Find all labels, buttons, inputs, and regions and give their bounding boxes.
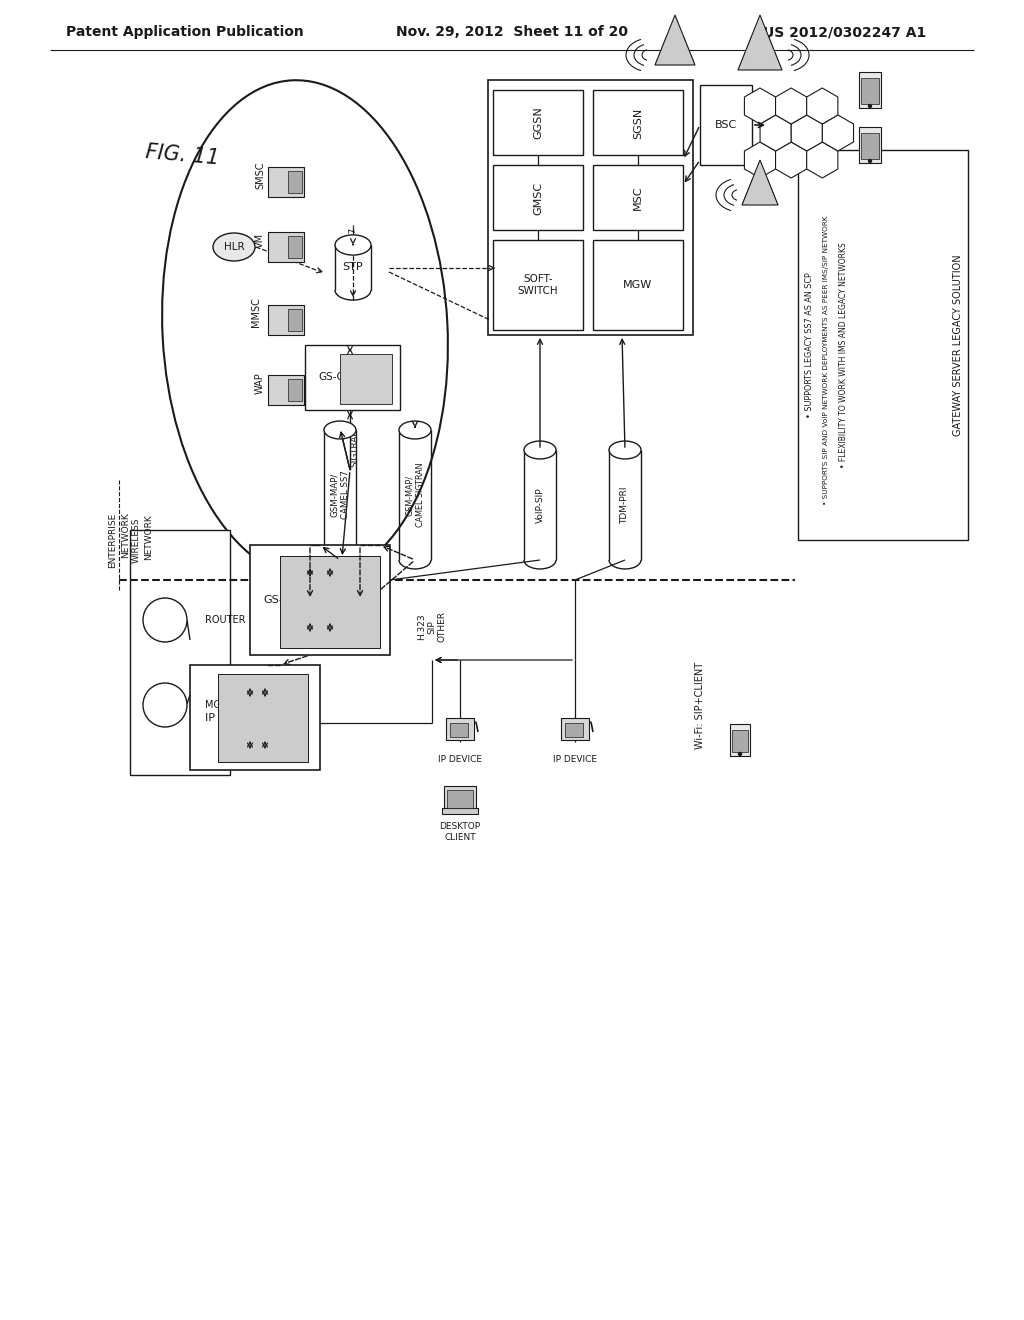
- Ellipse shape: [399, 421, 431, 440]
- Circle shape: [868, 104, 871, 107]
- Bar: [444, 785, 476, 810]
- Text: FIG. 11: FIG. 11: [144, 141, 220, 168]
- Text: SIGTRAN: SIGTRAN: [350, 428, 359, 466]
- Text: GGSN: GGSN: [534, 107, 543, 140]
- Text: GMSC: GMSC: [534, 181, 543, 215]
- Bar: [280, 556, 380, 648]
- Bar: [700, 84, 752, 165]
- Bar: [493, 165, 583, 230]
- Bar: [218, 675, 308, 762]
- Bar: [288, 309, 302, 331]
- Text: GSM-MAP/
CAMEL SIGTRAN: GSM-MAP/ CAMEL SIGTRAN: [406, 463, 425, 527]
- Bar: [493, 240, 583, 330]
- Bar: [288, 172, 302, 193]
- Bar: [798, 150, 968, 540]
- Text: WAP: WAP: [255, 372, 265, 393]
- Circle shape: [143, 682, 187, 727]
- Circle shape: [738, 752, 741, 755]
- Bar: [447, 789, 473, 808]
- Bar: [859, 127, 881, 162]
- Text: SS7: SS7: [348, 226, 357, 244]
- Text: IP DEVICE: IP DEVICE: [553, 755, 597, 764]
- Bar: [732, 730, 748, 752]
- Bar: [130, 531, 230, 775]
- Text: WIRELESS: WIRELESS: [131, 517, 140, 562]
- Text: MGW: MGW: [624, 280, 652, 290]
- Text: GS-E: GS-E: [263, 595, 290, 605]
- Bar: [268, 232, 304, 261]
- Text: MSC: MSC: [633, 186, 643, 210]
- Ellipse shape: [324, 421, 356, 440]
- Text: • SUPPORTS LEGACY SS7 AS AN SCP: • SUPPORTS LEGACY SS7 AS AN SCP: [806, 272, 814, 418]
- Bar: [288, 236, 302, 257]
- Text: IP PBX: IP PBX: [205, 713, 241, 723]
- Text: MMSC: MMSC: [251, 297, 261, 327]
- Bar: [190, 665, 319, 770]
- Text: SOFT-
SWITCH: SOFT- SWITCH: [518, 275, 558, 296]
- Text: TDM-PRI: TDM-PRI: [621, 486, 630, 524]
- Circle shape: [143, 598, 187, 642]
- Text: VoIP-SIP: VoIP-SIP: [536, 487, 545, 523]
- Bar: [565, 723, 583, 737]
- Bar: [442, 808, 478, 814]
- Bar: [305, 345, 400, 411]
- Text: VM: VM: [255, 232, 265, 248]
- Text: SMSC: SMSC: [255, 161, 265, 189]
- Bar: [493, 90, 583, 154]
- Text: GSM-MAP/
CAMEL SS7: GSM-MAP/ CAMEL SS7: [331, 470, 350, 520]
- Text: H.323
SIP
OTHER: H.323 SIP OTHER: [417, 611, 446, 643]
- Bar: [268, 375, 304, 405]
- Text: US 2012/0302247 A1: US 2012/0302247 A1: [763, 25, 927, 40]
- Bar: [593, 90, 683, 154]
- Bar: [859, 73, 881, 108]
- Text: IP DEVICE: IP DEVICE: [438, 755, 482, 764]
- Bar: [861, 133, 879, 158]
- Bar: [340, 354, 392, 404]
- Text: SGSN: SGSN: [633, 107, 643, 139]
- Text: NETWORK: NETWORK: [122, 512, 130, 558]
- Text: Wi-Fi: SIP+CLIENT: Wi-Fi: SIP+CLIENT: [695, 661, 705, 748]
- Bar: [861, 78, 879, 104]
- Ellipse shape: [335, 235, 371, 255]
- Bar: [488, 81, 693, 335]
- Text: MGW: MGW: [205, 700, 230, 710]
- Text: NETWORK: NETWORK: [144, 513, 154, 560]
- Text: ENTERPRISE: ENTERPRISE: [109, 512, 118, 568]
- Text: • FLEXIBILITY TO WORK WITH IMS AND LEGACY NETWORKS: • FLEXIBILITY TO WORK WITH IMS AND LEGAC…: [839, 242, 848, 467]
- Polygon shape: [742, 160, 778, 205]
- Text: GS-C: GS-C: [318, 372, 344, 381]
- Bar: [730, 723, 750, 756]
- Bar: [446, 718, 474, 741]
- Bar: [268, 305, 304, 335]
- Polygon shape: [738, 15, 782, 70]
- Bar: [288, 379, 302, 401]
- Bar: [561, 718, 589, 741]
- Ellipse shape: [524, 441, 556, 459]
- Bar: [268, 168, 304, 197]
- Bar: [450, 723, 468, 737]
- Text: DESKTOP
CLIENT: DESKTOP CLIENT: [439, 822, 480, 842]
- Ellipse shape: [162, 81, 447, 579]
- Bar: [593, 165, 683, 230]
- Text: Patent Application Publication: Patent Application Publication: [67, 25, 304, 40]
- Ellipse shape: [609, 441, 641, 459]
- Text: ROUTER: ROUTER: [205, 615, 246, 624]
- Text: Nov. 29, 2012  Sheet 11 of 20: Nov. 29, 2012 Sheet 11 of 20: [396, 25, 628, 40]
- Bar: [593, 240, 683, 330]
- Text: GATEWAY SERVER LEGACY SOLUTION: GATEWAY SERVER LEGACY SOLUTION: [953, 255, 963, 436]
- Text: HLR: HLR: [223, 242, 245, 252]
- Text: BSC: BSC: [715, 120, 737, 129]
- Ellipse shape: [213, 234, 255, 261]
- Circle shape: [868, 160, 871, 162]
- Bar: [250, 545, 390, 655]
- Text: • SUPPORTS SIP AND VoIP NETWORK DEPLOYMENTS AS PEER IMS/SIP NETWORK: • SUPPORTS SIP AND VoIP NETWORK DEPLOYME…: [823, 215, 829, 504]
- Text: STP: STP: [343, 263, 364, 272]
- Polygon shape: [655, 15, 695, 65]
